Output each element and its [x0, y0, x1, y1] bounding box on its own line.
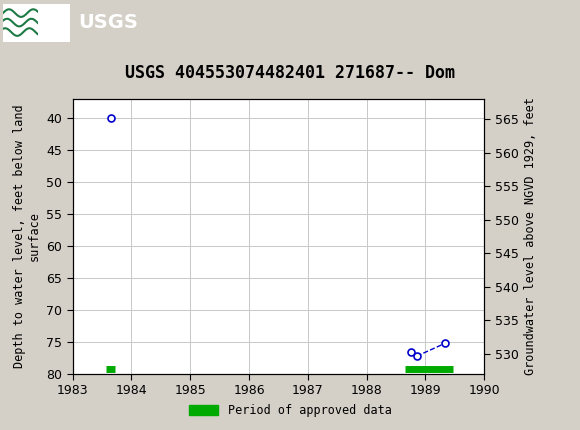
Y-axis label: Groundwater level above NGVD 1929, feet: Groundwater level above NGVD 1929, feet	[524, 98, 537, 375]
Text: USGS: USGS	[78, 13, 138, 32]
Legend: Period of approved data: Period of approved data	[184, 399, 396, 422]
Y-axis label: Depth to water level, feet below land
surface: Depth to water level, feet below land su…	[13, 104, 41, 369]
Bar	[3, 3, 70, 42]
Text: USGS 404553074482401 271687-- Dom: USGS 404553074482401 271687-- Dom	[125, 64, 455, 82]
